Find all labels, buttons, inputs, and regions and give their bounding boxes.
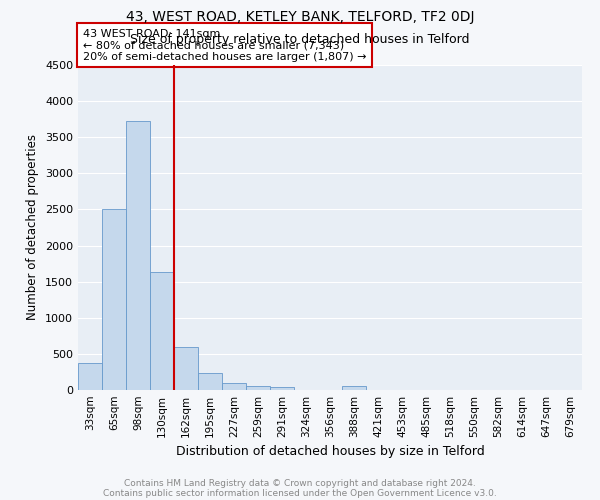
Text: Size of property relative to detached houses in Telford: Size of property relative to detached ho…	[130, 32, 470, 46]
Text: 43, WEST ROAD, KETLEY BANK, TELFORD, TF2 0DJ: 43, WEST ROAD, KETLEY BANK, TELFORD, TF2…	[126, 10, 474, 24]
Bar	[342, 386, 366, 390]
X-axis label: Distribution of detached houses by size in Telford: Distribution of detached houses by size …	[176, 446, 484, 458]
Text: Contains public sector information licensed under the Open Government Licence v3: Contains public sector information licen…	[103, 488, 497, 498]
Bar	[126, 122, 150, 390]
Bar	[222, 383, 246, 390]
Bar	[102, 210, 126, 390]
Y-axis label: Number of detached properties: Number of detached properties	[26, 134, 40, 320]
Text: Contains HM Land Registry data © Crown copyright and database right 2024.: Contains HM Land Registry data © Crown c…	[124, 478, 476, 488]
Bar	[198, 372, 222, 390]
Bar	[78, 362, 102, 390]
Bar	[246, 386, 270, 390]
Bar	[150, 272, 174, 390]
Text: 43 WEST ROAD: 141sqm
← 80% of detached houses are smaller (7,343)
20% of semi-de: 43 WEST ROAD: 141sqm ← 80% of detached h…	[83, 28, 367, 62]
Bar	[270, 387, 294, 390]
Bar	[174, 346, 198, 390]
